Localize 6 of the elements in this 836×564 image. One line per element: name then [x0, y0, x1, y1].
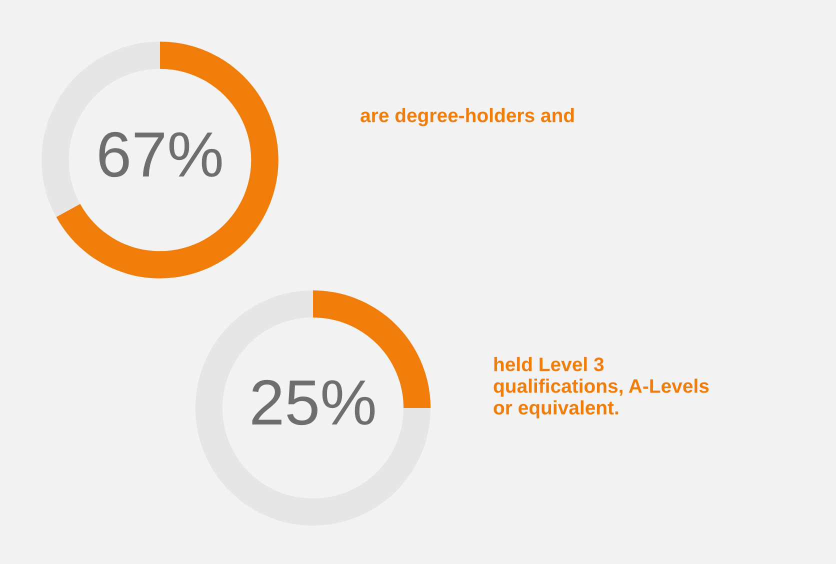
data-label: 25% [252, 380, 375, 426]
text: held Level 3 qualifications, A-Levels or equivalent. [494, 357, 709, 418]
text: are degree-holders and [360, 108, 574, 126]
donut-slice [195, 290, 431, 526]
donut-slice [56, 42, 278, 278]
data-label: 67% [99, 132, 222, 178]
